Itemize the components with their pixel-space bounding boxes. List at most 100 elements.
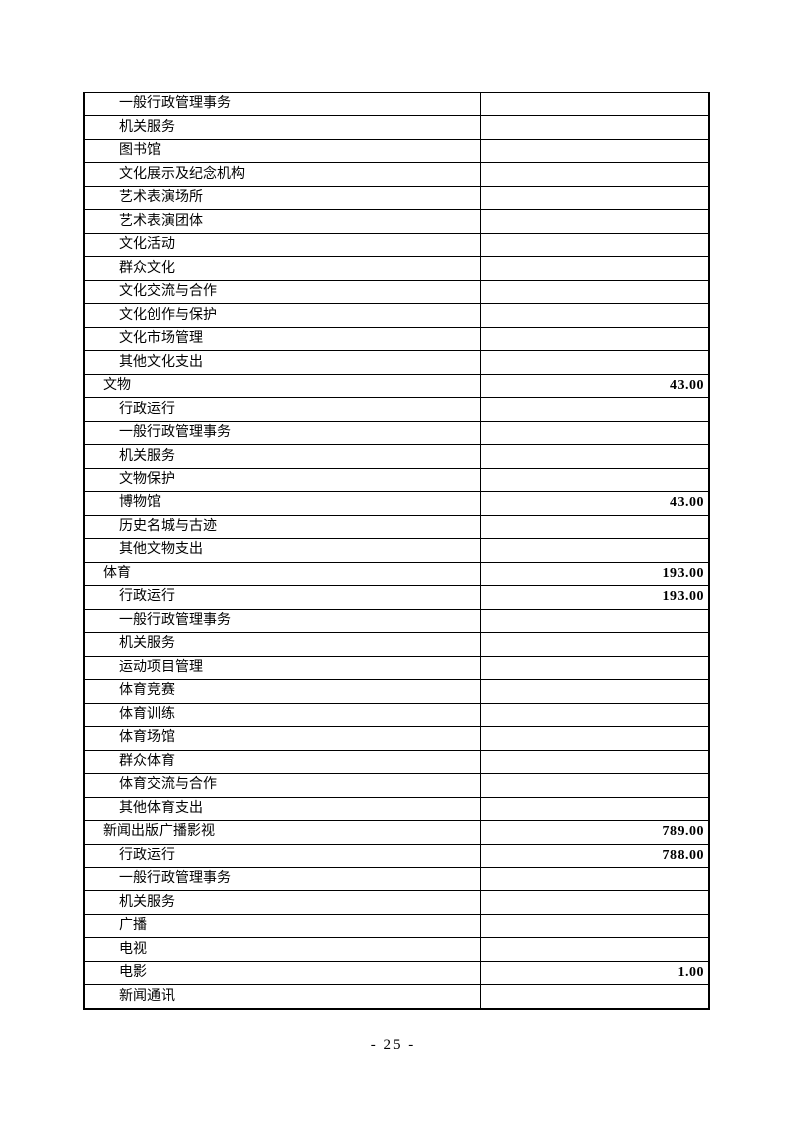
- table-row: 机关服务: [85, 116, 708, 140]
- row-label: 艺术表演场所: [119, 190, 203, 206]
- row-label: 文物保护: [119, 471, 175, 487]
- table-row: 一般行政管理事务: [85, 421, 708, 446]
- table-row: 行政运行 788.00: [85, 844, 708, 868]
- row-label: 文化展示及纪念机构: [119, 166, 245, 182]
- row-value: [480, 727, 708, 750]
- table-row: 其他文物支出: [85, 539, 708, 563]
- row-value: [480, 468, 708, 492]
- row-label: 文化活动: [119, 237, 175, 253]
- row-value: 193.00: [480, 586, 708, 609]
- row-value: [480, 703, 708, 727]
- table-row: 一般行政管理事务: [85, 93, 708, 117]
- row-value: [480, 515, 708, 539]
- row-value: [480, 327, 708, 351]
- row-label: 体育竞赛: [119, 683, 175, 699]
- table-row: 文化交流与合作: [85, 280, 708, 305]
- row-label: 电视: [119, 941, 147, 957]
- row-value: [480, 891, 708, 914]
- table-row: 体育竞赛: [85, 680, 708, 704]
- row-value: [480, 985, 708, 1008]
- table-row: 行政运行: [85, 398, 708, 422]
- row-label: 行政运行: [119, 401, 175, 417]
- table-row: 图书馆: [85, 139, 708, 164]
- row-label: 广播: [119, 918, 147, 934]
- table-row: 体育训练: [85, 703, 708, 728]
- row-value: 788.00: [480, 844, 708, 867]
- table-row: 运动项目管理: [85, 656, 708, 681]
- row-value: [480, 539, 708, 562]
- row-value: [480, 633, 708, 656]
- row-label: 运动项目管理: [119, 659, 203, 675]
- row-label: 文化创作与保护: [119, 307, 217, 323]
- table-row: 新闻出版广播影视 789.00: [85, 821, 708, 845]
- row-label: 艺术表演团体: [119, 213, 203, 229]
- table-row: 文化活动: [85, 233, 708, 258]
- row-value: [480, 867, 708, 891]
- table-row: 历史名城与古迹: [85, 515, 708, 540]
- table-row: 艺术表演场所: [85, 186, 708, 211]
- row-value: [480, 797, 708, 821]
- row-value: 1.00: [480, 961, 708, 985]
- row-value: [480, 774, 708, 797]
- row-label: 行政运行: [119, 589, 175, 605]
- table-row: 新闻通讯: [85, 985, 708, 1008]
- row-label: 其他文物支出: [119, 542, 203, 558]
- row-value: [480, 93, 708, 116]
- table-row: 文化创作与保护: [85, 304, 708, 328]
- row-label: 文物: [103, 378, 131, 394]
- table-row: 体育 193.00: [85, 562, 708, 587]
- row-value: [480, 938, 708, 961]
- budget-table: 一般行政管理事务 机关服务 图书馆 文化展示及纪念机构 艺术表演场所 艺术表演团体 文化活动…: [83, 92, 710, 1010]
- row-value: [480, 139, 708, 163]
- row-value: [480, 163, 708, 186]
- table-row: 广播: [85, 914, 708, 939]
- table-row: 行政运行 193.00: [85, 586, 708, 610]
- row-label: 新闻通讯: [119, 988, 175, 1004]
- row-value: [480, 116, 708, 139]
- row-value: [480, 609, 708, 633]
- table-row: 群众文化: [85, 257, 708, 281]
- row-value: [480, 210, 708, 233]
- table-row: 博物馆 43.00: [85, 492, 708, 516]
- row-label: 电影: [119, 965, 147, 981]
- row-label: 体育训练: [119, 706, 175, 722]
- row-value: [480, 280, 708, 304]
- row-value: [480, 656, 708, 680]
- row-value: [480, 750, 708, 774]
- row-label: 图书馆: [119, 143, 161, 159]
- row-value: [480, 186, 708, 210]
- table-row: 文化市场管理: [85, 327, 708, 352]
- row-label: 行政运行: [119, 847, 175, 863]
- table-row: 一般行政管理事务: [85, 867, 708, 892]
- row-label: 文化交流与合作: [119, 284, 217, 300]
- table-row: 群众体育: [85, 750, 708, 775]
- row-value: [480, 421, 708, 445]
- row-value: [480, 445, 708, 468]
- row-value: [480, 257, 708, 280]
- row-label: 机关服务: [119, 448, 175, 464]
- row-label: 机关服务: [119, 894, 175, 910]
- table-row: 电视: [85, 938, 708, 962]
- row-label: 一般行政管理事务: [119, 871, 231, 887]
- row-label: 群众体育: [119, 753, 175, 769]
- row-value: [480, 398, 708, 421]
- table-row: 其他文化支出: [85, 351, 708, 375]
- row-value: [480, 304, 708, 327]
- row-label: 一般行政管理事务: [119, 96, 231, 112]
- row-value: 789.00: [480, 821, 708, 844]
- table-row: 艺术表演团体: [85, 210, 708, 234]
- table-row: 机关服务: [85, 633, 708, 657]
- row-label: 文化市场管理: [119, 331, 203, 347]
- page-number: - 25 -: [370, 1037, 416, 1053]
- row-label: 群众文化: [119, 260, 175, 276]
- row-value: [480, 680, 708, 703]
- row-label: 一般行政管理事务: [119, 425, 231, 441]
- row-label: 体育: [103, 565, 131, 581]
- table-row: 体育场馆: [85, 727, 708, 751]
- row-label: 博物馆: [119, 495, 161, 511]
- row-label: 机关服务: [119, 636, 175, 652]
- row-label: 历史名城与古迹: [119, 518, 217, 534]
- row-value: 193.00: [480, 562, 708, 586]
- table-row: 一般行政管理事务: [85, 609, 708, 634]
- row-label: 其他体育支出: [119, 800, 203, 816]
